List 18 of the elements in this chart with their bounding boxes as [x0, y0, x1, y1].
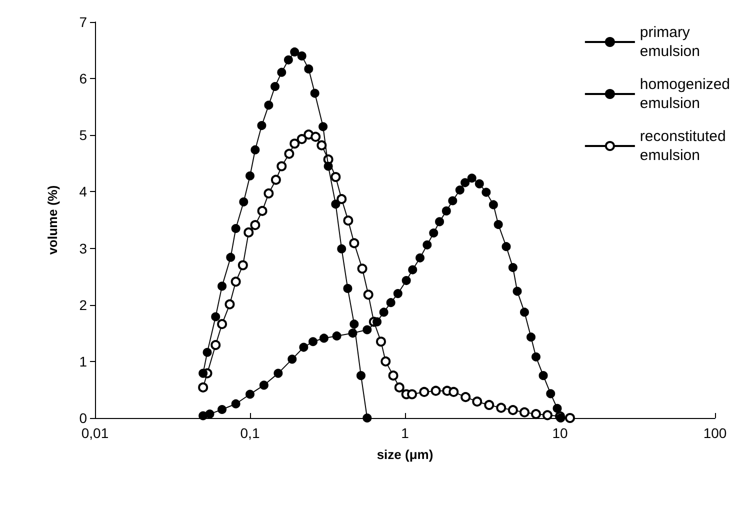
- y-tick-label: 3: [79, 240, 88, 256]
- x-tick-label: 0,1: [240, 425, 260, 441]
- y-tick-label: 4: [79, 184, 88, 200]
- legend-label: homogenized emulsion: [640, 76, 730, 112]
- y-tick-label: 5: [79, 127, 88, 144]
- y-axis-title: volume (%): [45, 185, 60, 255]
- y-tick-label: 0: [79, 410, 88, 426]
- y-tick-label: 1: [79, 353, 88, 370]
- legend-label: primary emulsion: [640, 24, 700, 60]
- y-tick-label: 7: [79, 14, 88, 30]
- y-tick-label: 6: [79, 70, 88, 87]
- x-axis-title: size (μm): [376, 447, 434, 462]
- x-tick-label: 1: [401, 425, 410, 441]
- legend-label: reconstituted emulsion: [640, 128, 726, 164]
- y-tick-label: 2: [79, 296, 88, 313]
- x-tick-label: 0,01: [81, 425, 109, 441]
- x-tick-label: 10: [552, 425, 568, 441]
- x-tick-label: 100: [703, 425, 727, 441]
